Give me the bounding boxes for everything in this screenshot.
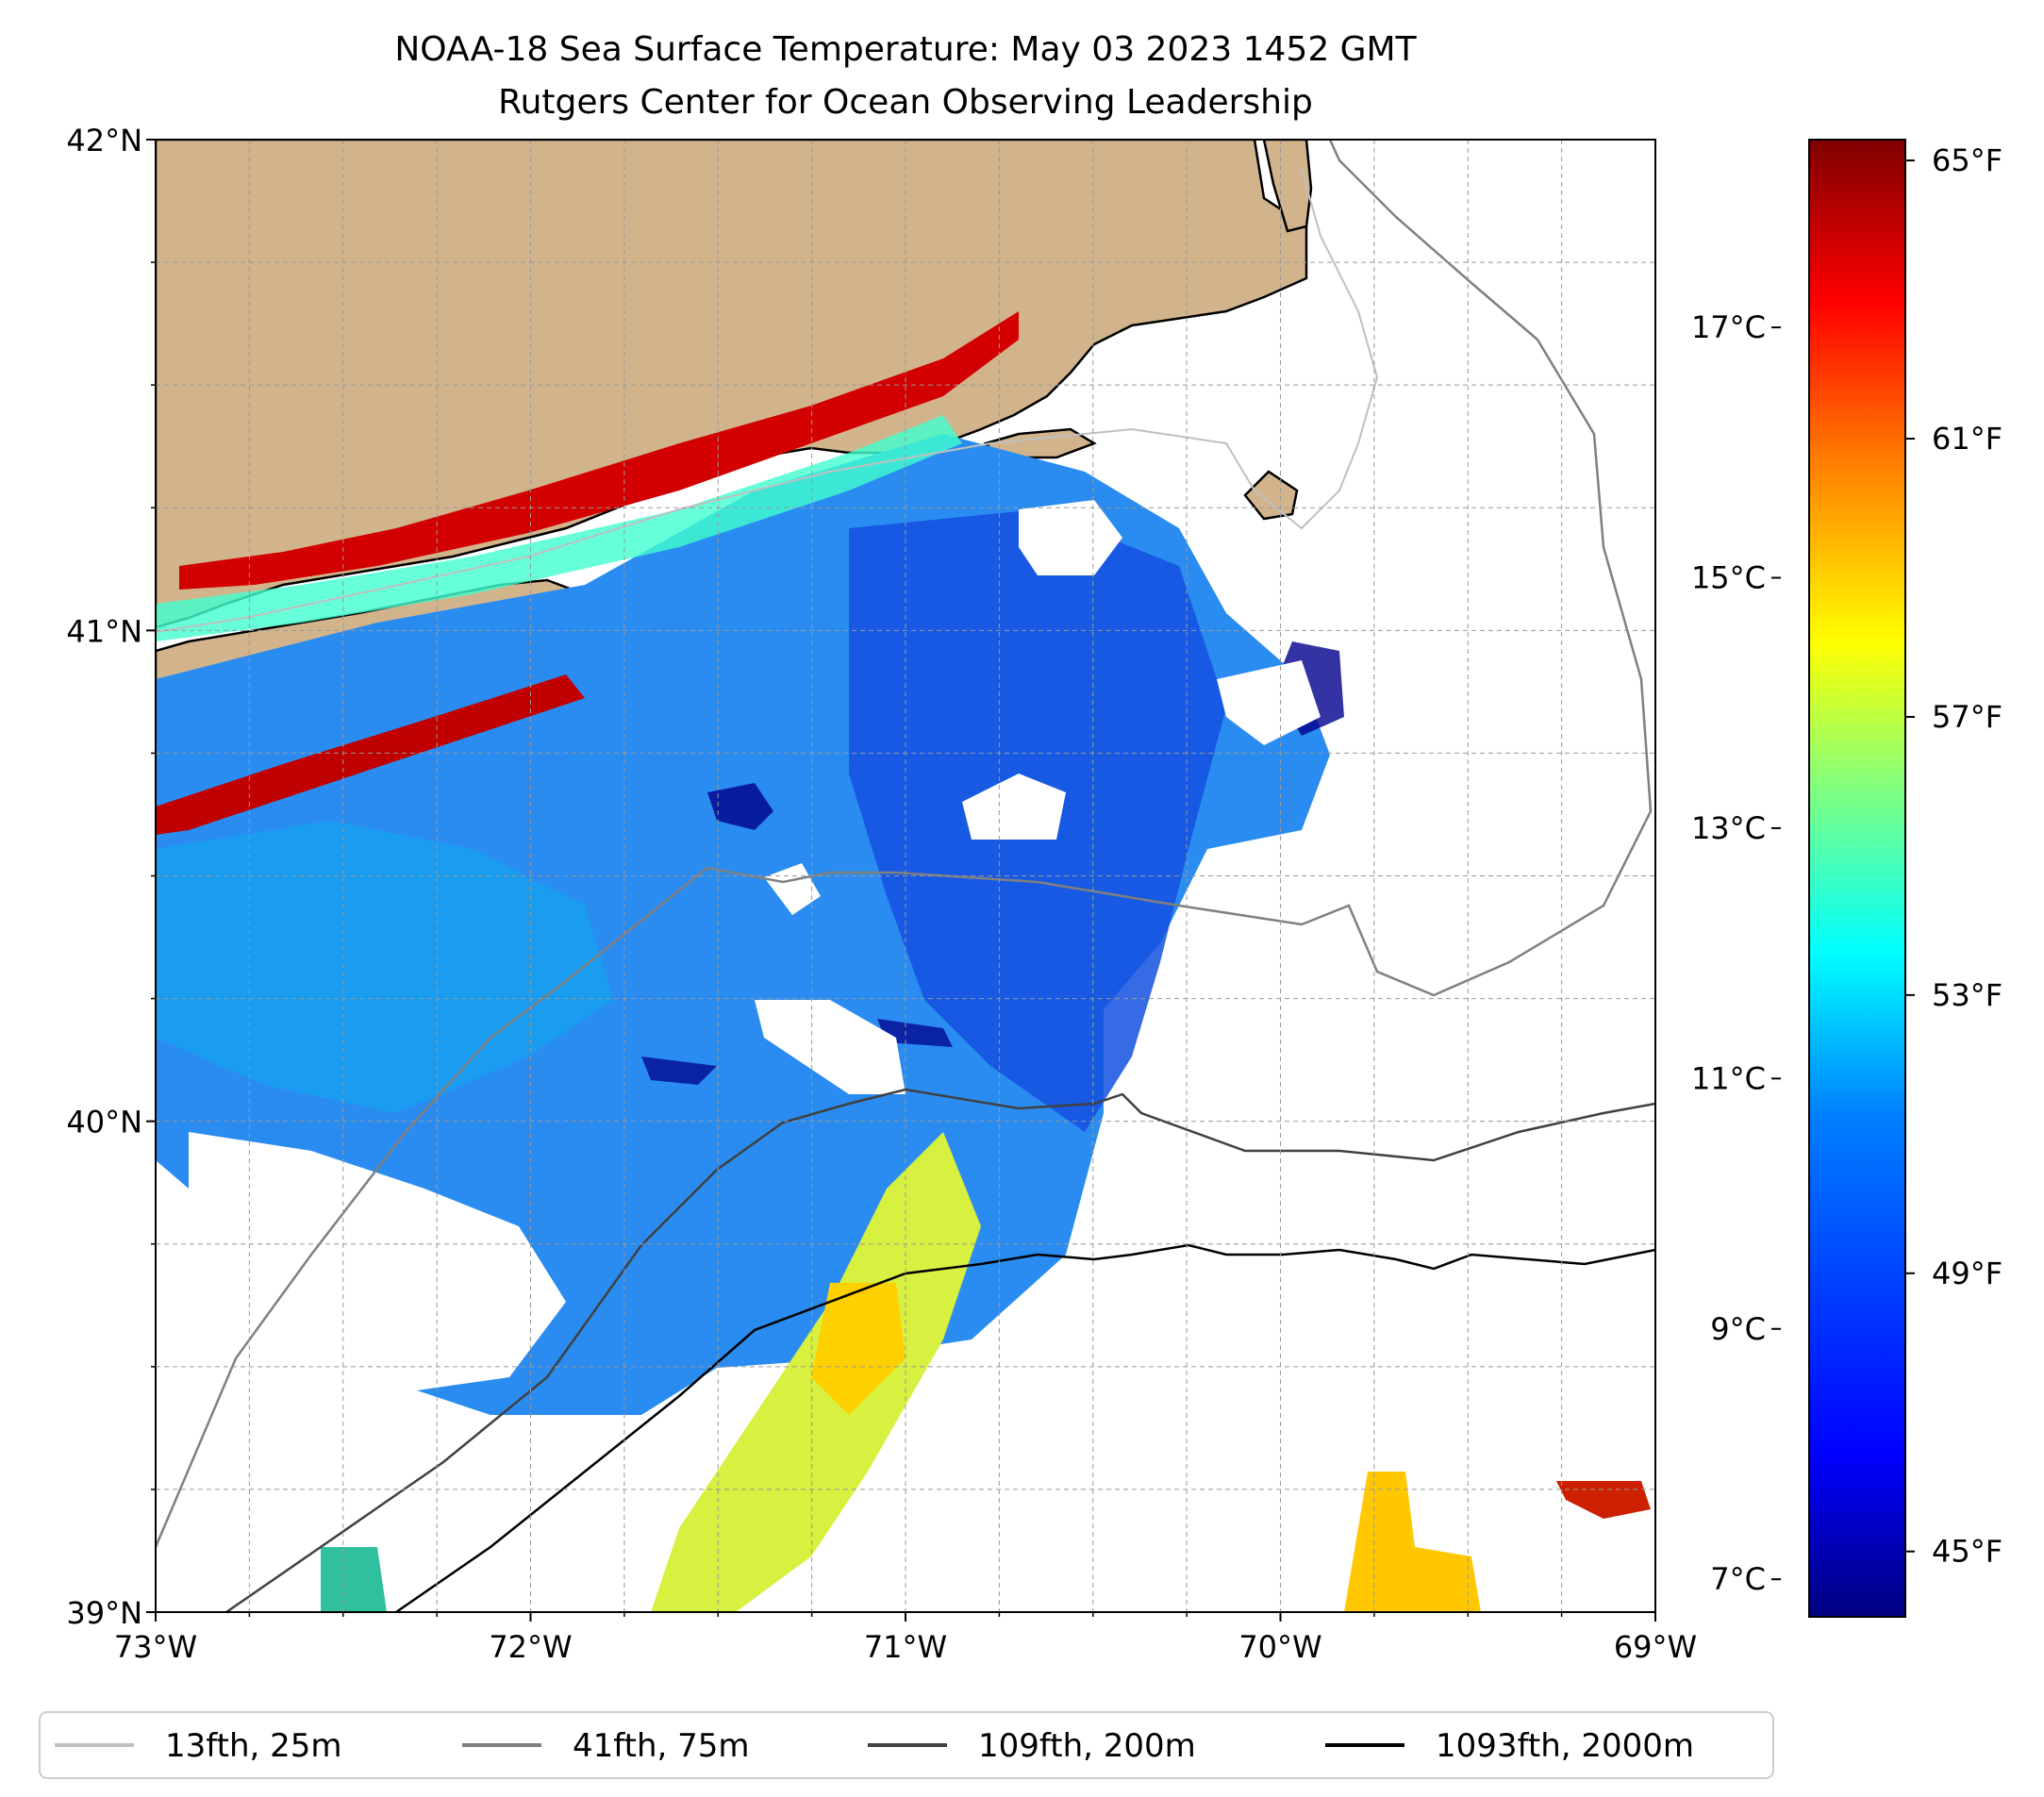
map-area (156, 140, 1655, 1612)
celsius-tick-label: 11°C (1691, 1060, 1766, 1096)
contour-75m (156, 140, 1653, 1548)
legend-label-200m: 109fth, 200m (978, 1727, 1196, 1765)
sst-warm-core (811, 1283, 906, 1415)
sst-warm-patch-se (1344, 1472, 1481, 1612)
lat-tick-label: 40°N (66, 1105, 142, 1140)
cloud-gap-3 (755, 1000, 906, 1094)
contour-200m (225, 1088, 1655, 1612)
cloud-gap-east (1217, 660, 1321, 745)
fahrenheit-tick-label: 57°F (1932, 699, 2002, 735)
land-nantucket (1243, 470, 1299, 521)
sst-warm-patch-sw (321, 1547, 387, 1612)
legend: 13fth, 25m 41fth, 75m 109fth, 200m 1093f… (39, 1711, 1774, 1779)
land-cape-cod (1262, 140, 1313, 233)
sst-warm-nearshore (179, 311, 1019, 590)
colorbar (1808, 139, 1906, 1618)
cloud-gap-2 (962, 774, 1066, 840)
celsius-tick-label: 17°C (1691, 309, 1766, 345)
sst-dark-eddy-1 (707, 783, 773, 830)
celsius-tick-label: 9°C (1710, 1311, 1766, 1347)
lon-tick-label: 70°W (1238, 1629, 1321, 1665)
cloud-gap-sw (189, 1132, 566, 1396)
celsius-tick-label: 13°C (1691, 810, 1766, 846)
sst-dark-eddy-3 (641, 1057, 717, 1085)
fahrenheit-tick-label: 49°F (1932, 1256, 2002, 1291)
map-title-line2: Rutgers Center for Ocean Observing Leade… (498, 83, 1313, 122)
map-title-line1: NOAA-18 Sea Surface Temperature: May 03 … (394, 30, 1417, 69)
sst-data (156, 311, 1651, 1612)
legend-label-25m: 13fth, 25m (165, 1727, 342, 1765)
lat-tick-label: 39°N (66, 1595, 142, 1631)
lon-tick-label: 72°W (489, 1629, 572, 1665)
cloud-gap-1 (1019, 500, 1122, 575)
celsius-tick-label: 15°C (1691, 559, 1766, 595)
legend-label-75m: 41fth, 75m (573, 1727, 750, 1765)
lat-tick-label: 42°N (66, 123, 142, 158)
sst-warm-south-shore (156, 674, 585, 835)
fahrenheit-tick-label: 45°F (1932, 1534, 2002, 1570)
celsius-tick-label: 7°C (1710, 1561, 1766, 1597)
fahrenheit-tick-label: 65°F (1932, 142, 2002, 178)
lon-tick-label: 69°W (1614, 1629, 1697, 1665)
lon-tick-label: 73°W (114, 1629, 197, 1665)
gridlines (156, 140, 1655, 1612)
map-axes: 42°N 41°N 40°N 39°N73°W 72°W 71°W 70°W 69°W (66, 123, 1697, 1665)
lon-tick-label: 71°W (864, 1629, 947, 1665)
fahrenheit-tick-label: 61°F (1932, 421, 2002, 457)
lat-tick-label: 41°N (66, 613, 142, 649)
contour-2000m (395, 1243, 1655, 1612)
contour-25m (156, 169, 1379, 633)
colorbar-ticks: 45°F 49°F 53°F 57°F 61°F 65°F 7°C 9°C 11°C 13°C 15… (1691, 142, 2002, 1597)
sst-hot-patch-se (1556, 1481, 1651, 1519)
legend-label-2000m: 1093fth, 2000m (1436, 1727, 1694, 1765)
sst-cyan-margin (156, 415, 962, 641)
sst-cool-patch-west (156, 821, 613, 1113)
fahrenheit-tick-label: 53°F (1932, 977, 2002, 1013)
bathymetry-contours (156, 140, 1655, 1612)
